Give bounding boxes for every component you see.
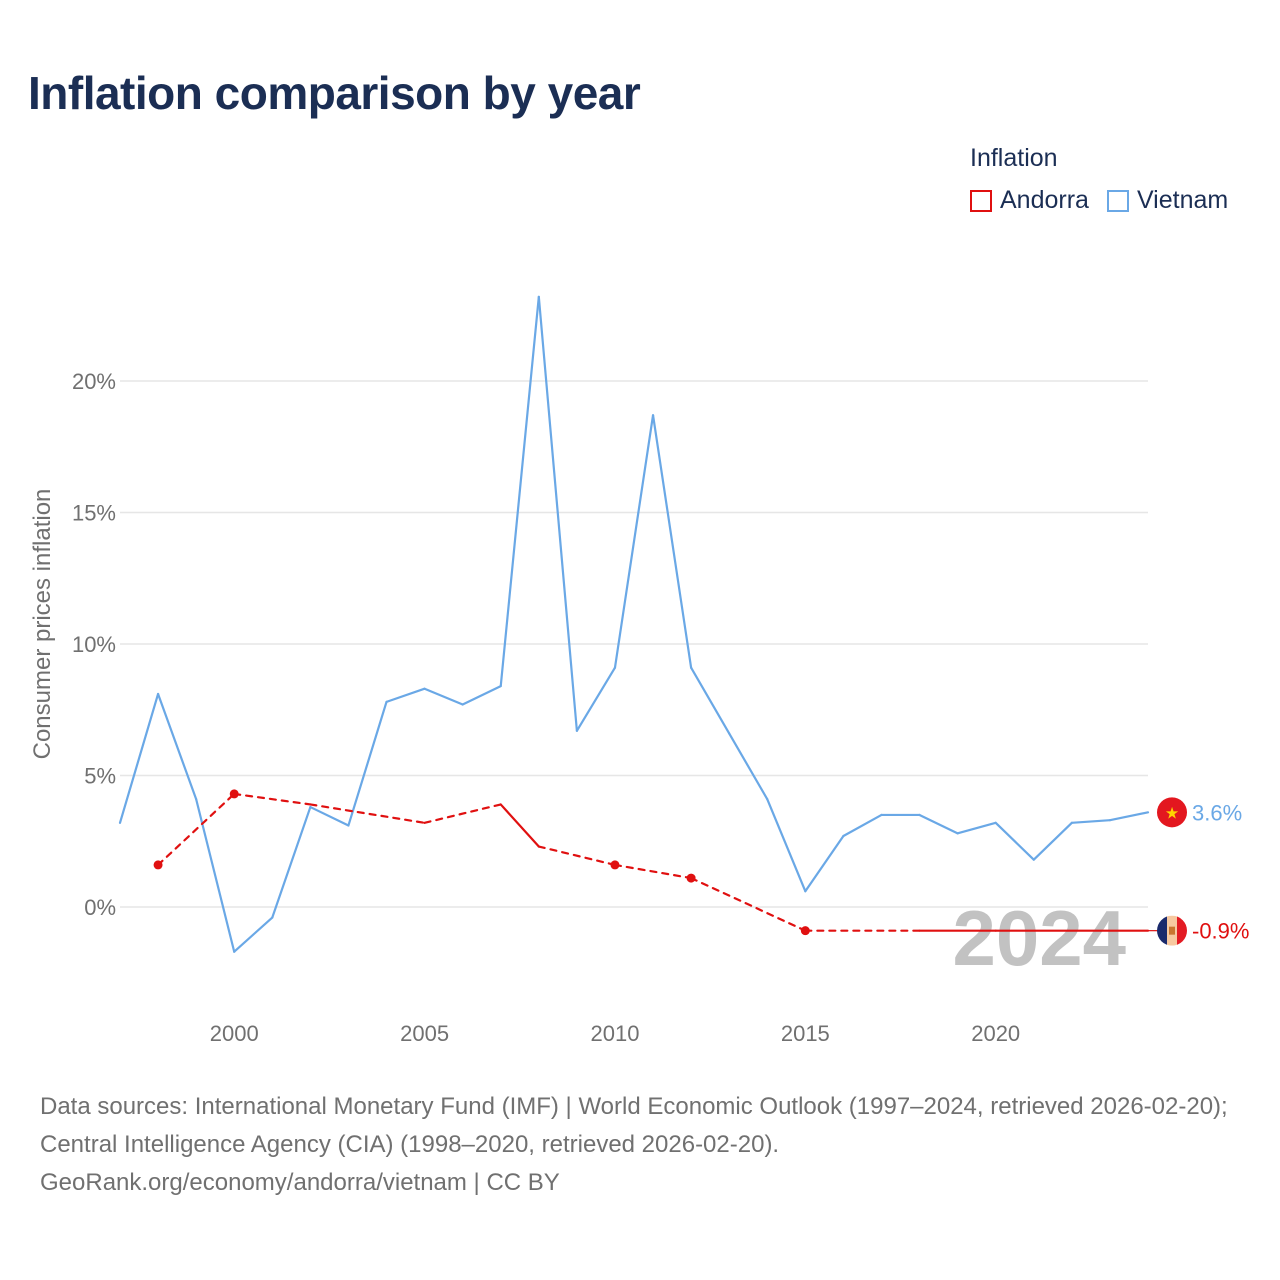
vietnam-segment [994,821,1035,861]
andorra-segment [613,863,693,880]
series-layer [118,295,1158,953]
vietnam-segment [766,798,807,893]
series-vietnam [118,295,1150,953]
end-labels: ★ 3.6% -0.9% [1157,797,1249,946]
x-tick-label: 2010 [590,1021,639,1046]
andorra-end-label: -0.9% [1192,919,1249,944]
y-tick-labels: 0% 5% 10% 15% 20% [72,369,116,920]
footer: Data sources: International Monetary Fun… [40,1088,1250,1202]
x-tick-label: 2015 [781,1021,830,1046]
vietnam-segment [309,805,350,827]
footer-sources: Data sources: International Monetary Fun… [40,1093,1228,1158]
legend-title: Inflation [970,144,1058,172]
legend-label-andorra: Andorra [1000,186,1089,214]
chart-title: Inflation comparison by year [28,67,641,119]
vietnam-segment [728,732,769,801]
y-axis-label: Consumer prices inflation [29,489,56,760]
vietnam-segment [1032,821,1073,861]
y-tick-label: 10% [72,632,116,657]
legend-label-vietnam: Vietnam [1136,186,1229,214]
vietnam-segment [156,692,198,801]
vietnam-segment [461,684,502,706]
y-tick-label: 20% [72,369,116,394]
y-tick-label: 15% [72,501,116,526]
legend-swatch-andorra [970,189,992,212]
vietnam-segment [613,414,655,669]
legend-swatch-vietnam [1106,189,1129,212]
y-tick-label: 0% [84,895,116,920]
andorra-segment [233,792,312,806]
vietnam-segment [118,692,160,824]
andorra-point [800,926,810,936]
vietnam-segment [499,295,540,688]
series-andorra [153,789,1150,936]
vietnam-segment [347,700,388,827]
vietnam-segment [690,666,731,735]
vietnam-segment [804,834,845,893]
andorra-segment [537,845,617,867]
vietnam-segment [271,805,312,919]
line-chart: Consumer prices inflation 0%5%10%15%20% … [29,295,1249,1046]
vietnam-segment [918,813,959,835]
andorra-segment [499,803,540,848]
footer-credit[interactable]: GeoRank.org/economy/andorra/vietnam | CC… [40,1169,560,1196]
andorra-segment [309,803,426,824]
year-watermark: 2024 [952,894,1126,982]
vietnam-segment [1070,819,1112,824]
andorra-segment [690,876,807,932]
vietnam-segment [842,813,883,838]
legend: Andorra Vietnam [970,186,1246,215]
legend-item-vietnam[interactable]: Vietnam [1106,186,1229,215]
andorra-point [686,873,696,883]
x-tick-label: 2020 [971,1021,1020,1046]
andorra-flag-icon [1157,915,1187,946]
vietnam-flag-icon: ★ [1157,797,1187,828]
vietnam-segment [233,916,274,953]
vietnam-segment [575,666,617,732]
andorra-point [153,860,163,870]
andorra-point [610,860,620,870]
grid-layer [120,380,1148,908]
svg-text:★: ★ [1165,805,1179,822]
andorra-point [229,789,239,799]
vietnam-segment [651,414,693,669]
vietnam-segment [1108,811,1150,822]
vietnam-segment [537,295,578,732]
legend-item-andorra[interactable]: Andorra [970,186,1089,215]
x-tick-labels: 2000 2005 2010 2015 2020 [210,1021,1020,1046]
vietnam-segment [423,687,464,706]
vietnam-segment [195,798,236,953]
x-tick-label: 2005 [400,1021,449,1046]
vietnam-segment [956,821,997,835]
vietnam-end-label: 3.6% [1192,800,1242,825]
y-tick-label: 5% [84,764,116,789]
x-tick-label: 2000 [210,1021,259,1046]
vietnam-segment [385,687,426,703]
andorra-segment [423,803,502,824]
andorra-segment [156,792,236,867]
